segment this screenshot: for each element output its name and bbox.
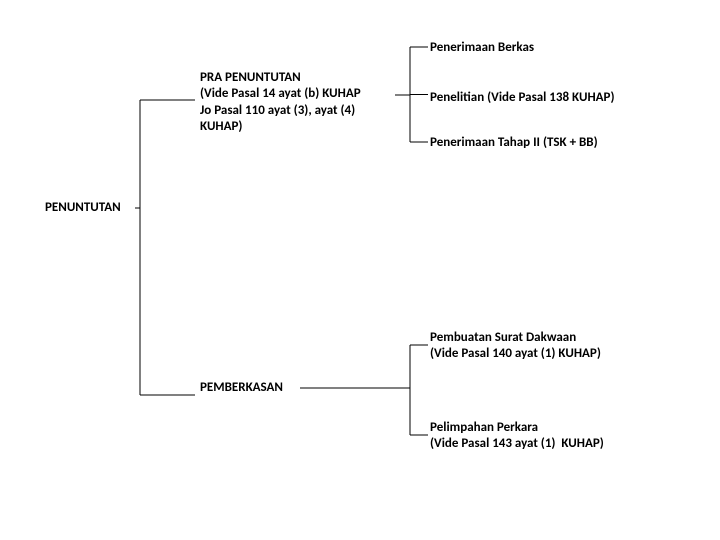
leaf-c-label: Penerimaan Tahap II (TSK + BB) xyxy=(430,135,598,151)
mid-top-label: PRA PENUNTUTAN (Vide Pasal 14 ayat (b) K… xyxy=(200,70,361,135)
leaf-e-label: Pelimpahan Perkara (Vide Pasal 143 ayat … xyxy=(430,420,604,453)
root-label: PENUNTUTAN xyxy=(45,200,121,216)
leaf-d-label: Pembuatan Surat Dakwaan (Vide Pasal 140 … xyxy=(430,330,601,363)
leaf-b-label: Penelitian (Vide Pasal 138 KUHAP) xyxy=(430,90,615,106)
leaf-a-label: Penerimaan Berkas xyxy=(430,40,534,56)
mid-bottom-label: PEMBERKASAN xyxy=(200,380,283,396)
